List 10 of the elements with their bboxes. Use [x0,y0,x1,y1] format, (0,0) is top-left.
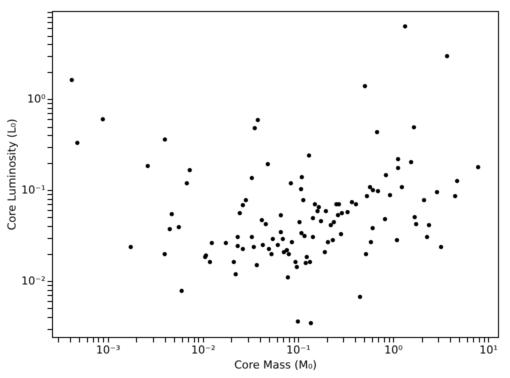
x-tick-label: 10⁻¹ [286,344,310,356]
x-tick-label: 10⁻² [191,344,216,356]
x-tick-label: 10⁰ [384,344,404,356]
y-tick-label: 10⁻¹ [21,184,46,197]
x-tick-label: 10¹ [479,344,498,356]
y-axis-title: Core Luminosity (L₀) [5,118,18,230]
y-tick-label: 10⁰ [27,92,46,106]
x-tick-label: 10⁻³ [96,344,120,356]
y-tick-label: 10⁻² [21,274,46,288]
x-axis-title: Core Mass (M₀) [234,358,317,372]
